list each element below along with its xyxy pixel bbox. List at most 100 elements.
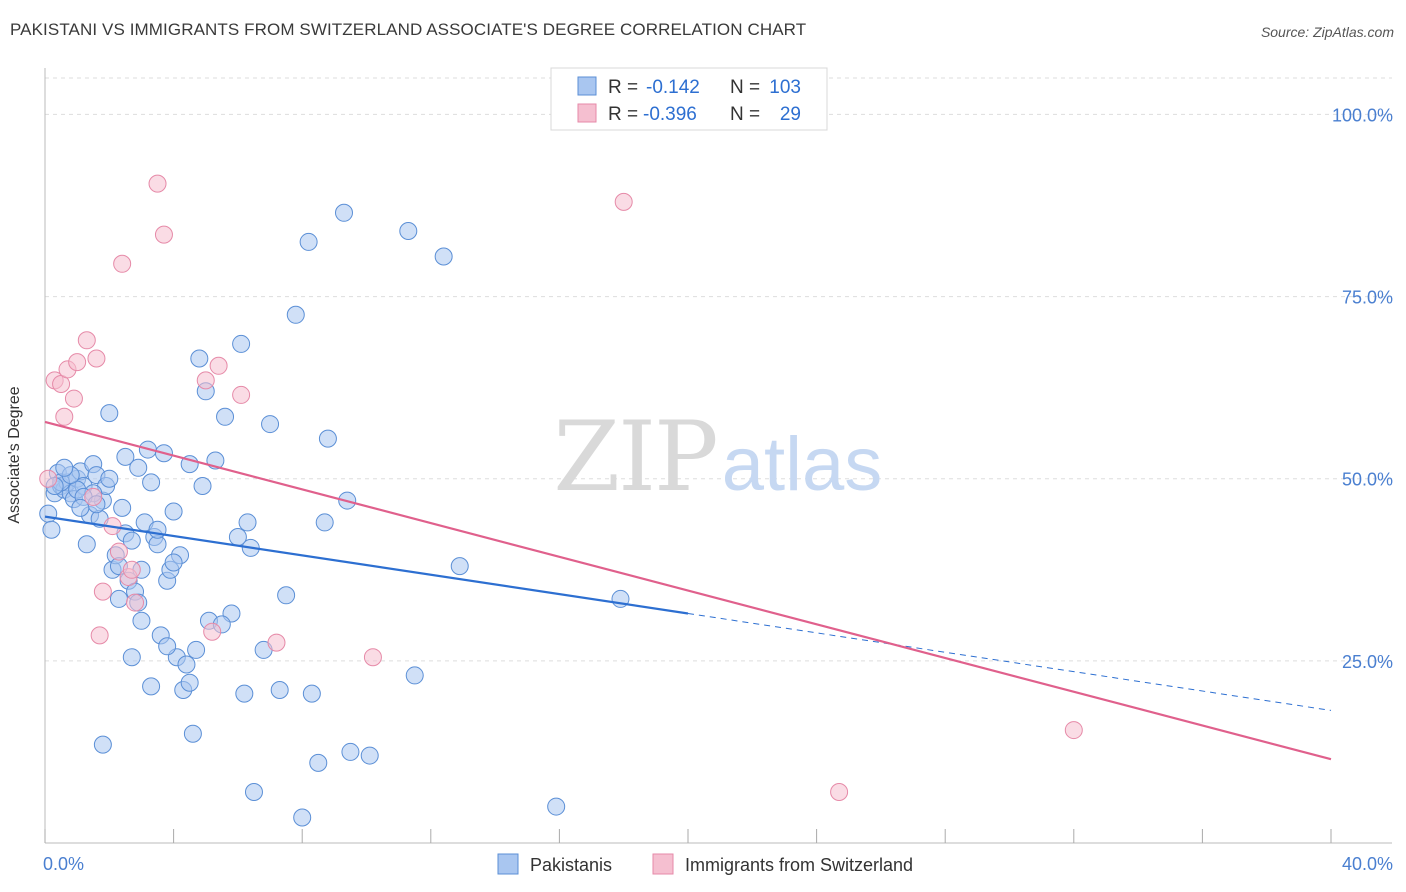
pakistani-point bbox=[55, 458, 74, 477]
x-tick-label-min: 0.0% bbox=[43, 854, 84, 874]
series-legend: Pakistanis Immigrants from Switzerland bbox=[497, 853, 913, 875]
switzerland-point bbox=[830, 783, 849, 801]
pakistani-point bbox=[71, 498, 90, 517]
switzerland-point bbox=[232, 385, 251, 404]
pakistani-point bbox=[148, 520, 167, 539]
pakistani-point bbox=[164, 553, 183, 572]
pakistani-point bbox=[100, 404, 119, 423]
pakistani-point bbox=[360, 746, 379, 765]
legend-label-switzerland: Immigrants from Switzerland bbox=[685, 855, 913, 875]
pakistani-point bbox=[399, 222, 418, 240]
switzerland-point bbox=[267, 633, 286, 652]
pakistani-point bbox=[42, 520, 61, 539]
pakistani-point bbox=[318, 429, 337, 448]
pakistani-point bbox=[286, 305, 305, 324]
pakistani-point bbox=[302, 684, 321, 703]
pakistani-point bbox=[180, 673, 199, 692]
pakistani-point bbox=[129, 458, 148, 477]
pakistani-point bbox=[434, 247, 453, 266]
y-tick-label-25: 25.0% bbox=[1342, 652, 1393, 672]
stats-n-value-pink: 29 bbox=[780, 104, 801, 125]
pakistani-point bbox=[187, 640, 206, 659]
pakistani-point bbox=[216, 407, 235, 426]
switzerland-point bbox=[77, 331, 96, 350]
pakistani-point bbox=[113, 498, 132, 517]
switzerland-point bbox=[154, 225, 173, 244]
switzerland-point bbox=[148, 174, 167, 193]
switzerland-point bbox=[109, 542, 128, 561]
legend-label-pakistanis: Pakistanis bbox=[530, 855, 612, 875]
pakistani-point bbox=[299, 232, 318, 251]
switzerland-point bbox=[93, 582, 112, 601]
legend-swatch-pakistanis bbox=[497, 853, 519, 875]
y-tick-label-75: 75.0% bbox=[1342, 288, 1393, 308]
stats-legend-frame bbox=[550, 67, 828, 131]
y-tick-label-100: 100.0% bbox=[1332, 105, 1393, 125]
pakistani-point bbox=[450, 557, 469, 576]
pakistani-point bbox=[190, 349, 209, 368]
switzerland-point bbox=[113, 254, 132, 273]
pakistani-point bbox=[315, 513, 334, 532]
pakistani-point bbox=[100, 469, 119, 488]
pakistani-trend-line bbox=[44, 515, 689, 615]
pakistani-trend-extension bbox=[687, 613, 1332, 711]
trend-lines bbox=[44, 420, 1332, 761]
pakistani-point bbox=[244, 783, 263, 801]
pakistani-point bbox=[334, 203, 353, 222]
switzerland-point bbox=[126, 593, 145, 612]
switzerland-point bbox=[87, 349, 106, 368]
pakistani-point bbox=[309, 753, 328, 772]
switzerland-point bbox=[614, 192, 633, 211]
switzerland-point bbox=[1064, 721, 1083, 740]
pakistani-point bbox=[77, 535, 96, 554]
pakistani-point bbox=[261, 415, 280, 434]
stats-r-value-blue: -0.142 bbox=[646, 77, 700, 98]
pakistani-point bbox=[109, 589, 128, 608]
pakistani-point bbox=[547, 797, 566, 816]
x-tick-label-max: 40.0% bbox=[1342, 854, 1393, 874]
pakistani-point bbox=[122, 648, 141, 667]
switzerland-point bbox=[39, 469, 58, 488]
pakistani-point bbox=[39, 504, 58, 523]
stats-r-label-pink: R = bbox=[608, 104, 638, 125]
pakistani-point bbox=[293, 808, 312, 827]
tick-labels: 25.0% 50.0% 75.0% 100.0% 0.0% 40.0% bbox=[43, 105, 1393, 874]
pakistani-point bbox=[277, 586, 296, 605]
switzerland-point bbox=[64, 389, 83, 408]
pakistani-point bbox=[122, 531, 141, 550]
y-tick-label-50: 50.0% bbox=[1342, 470, 1393, 490]
pakistani-point bbox=[93, 735, 112, 754]
switzerland-point bbox=[209, 356, 228, 375]
switzerland-point bbox=[196, 371, 215, 390]
watermark-atlas: atlas bbox=[722, 422, 883, 507]
pakistani-point bbox=[405, 666, 424, 685]
switzerland-point bbox=[84, 487, 103, 506]
stats-n-label-pink: N = bbox=[730, 104, 760, 125]
stats-legend-swatch-blue bbox=[577, 76, 597, 96]
stats-r-value-pink: -0.396 bbox=[643, 104, 697, 125]
pakistani-point bbox=[193, 477, 212, 495]
stats-legend-swatch-pink bbox=[577, 103, 597, 123]
watermark: ZIP atlas bbox=[553, 401, 882, 513]
pakistani-point bbox=[177, 655, 196, 674]
stats-n-label-blue: N = bbox=[730, 77, 760, 98]
axes bbox=[44, 68, 1392, 844]
watermark-zip: ZIP bbox=[553, 401, 716, 513]
switzerland-point bbox=[68, 353, 87, 372]
grid-lines bbox=[45, 77, 1392, 662]
pakistani-point bbox=[183, 724, 202, 743]
pakistani-point bbox=[158, 637, 177, 656]
stats-legend: R = -0.142 N = 103 R = -0.396 N = 29 bbox=[550, 67, 828, 131]
pakistani-point bbox=[142, 677, 161, 696]
switzerland-point bbox=[122, 560, 141, 579]
pakistani-point bbox=[235, 684, 254, 703]
chart-title: PAKISTANI VS IMMIGRANTS FROM SWITZERLAND… bbox=[10, 20, 807, 39]
switzerland-trend-line bbox=[44, 420, 1332, 761]
pakistani-point bbox=[116, 447, 135, 466]
pakistani-point bbox=[341, 742, 360, 761]
pakistani-point bbox=[142, 473, 161, 492]
switzerland-point bbox=[203, 622, 222, 641]
pakistani-point bbox=[270, 681, 289, 699]
source-label: Source: ZipAtlas.com bbox=[1260, 24, 1394, 40]
